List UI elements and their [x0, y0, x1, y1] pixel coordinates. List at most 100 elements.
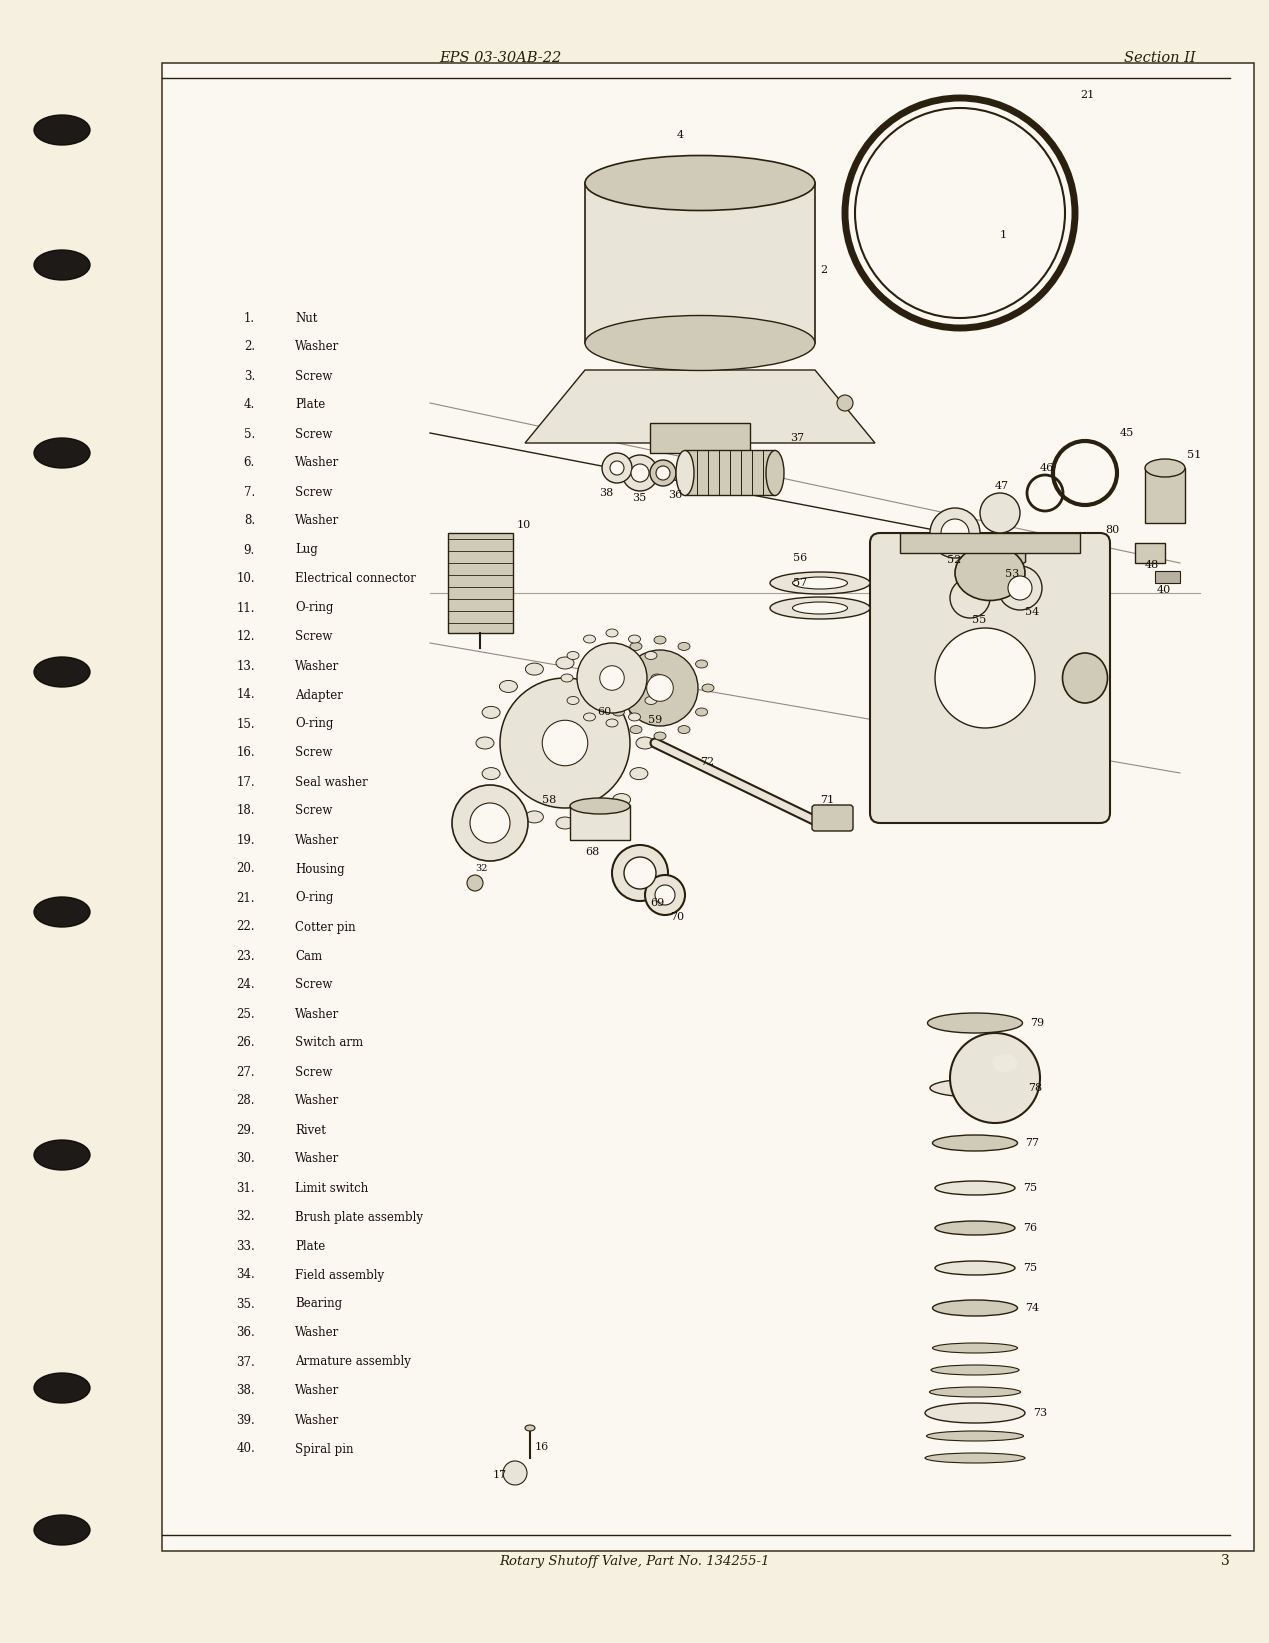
Text: 30.: 30. [236, 1152, 255, 1165]
Text: 47: 47 [995, 481, 1009, 491]
Text: Screw: Screw [294, 979, 332, 991]
Ellipse shape [525, 664, 543, 675]
Circle shape [950, 1033, 1041, 1124]
Text: 79: 79 [1030, 1019, 1044, 1029]
Text: 53: 53 [1005, 568, 1019, 578]
Text: Washer: Washer [294, 833, 339, 846]
Ellipse shape [34, 657, 90, 687]
Ellipse shape [992, 1055, 1018, 1071]
Text: 36.: 36. [236, 1326, 255, 1339]
Text: Washer: Washer [294, 340, 339, 353]
Ellipse shape [766, 450, 784, 496]
Ellipse shape [607, 683, 618, 692]
Text: 78: 78 [1028, 1083, 1042, 1093]
Text: 40.: 40. [236, 1443, 255, 1456]
Ellipse shape [482, 767, 500, 780]
Ellipse shape [570, 798, 629, 813]
Ellipse shape [34, 1374, 90, 1403]
Text: Washer: Washer [294, 1094, 339, 1107]
Circle shape [622, 455, 659, 491]
Bar [1155, 572, 1180, 583]
Bar [1134, 542, 1165, 564]
Ellipse shape [567, 652, 579, 659]
Text: Electrical connector: Electrical connector [294, 572, 416, 585]
Ellipse shape [500, 794, 518, 805]
Circle shape [542, 720, 588, 766]
Text: Armature assembly: Armature assembly [294, 1355, 411, 1369]
Bar [585, 182, 815, 343]
Bar [1145, 468, 1185, 522]
Text: 56: 56 [793, 554, 807, 564]
Ellipse shape [34, 1140, 90, 1170]
Circle shape [602, 453, 632, 483]
Circle shape [997, 565, 1042, 610]
Ellipse shape [482, 706, 500, 718]
Bar [448, 532, 513, 633]
Ellipse shape [678, 642, 690, 651]
Text: Cotter pin: Cotter pin [294, 920, 355, 933]
Text: 52: 52 [947, 555, 961, 565]
Text: 55: 55 [972, 614, 986, 624]
Ellipse shape [613, 708, 624, 716]
Text: 35: 35 [632, 493, 646, 503]
Text: 54: 54 [1025, 606, 1039, 618]
Text: 40: 40 [1157, 585, 1171, 595]
Text: 13.: 13. [236, 659, 255, 672]
Circle shape [980, 493, 1020, 532]
Text: 12.: 12. [236, 631, 255, 644]
Text: O-ring: O-ring [294, 601, 334, 614]
Text: Cam: Cam [294, 950, 322, 963]
Text: Field assembly: Field assembly [294, 1268, 385, 1282]
Text: 37.: 37. [236, 1355, 255, 1369]
Text: Screw: Screw [294, 370, 332, 383]
Text: 9.: 9. [244, 544, 255, 557]
Ellipse shape [584, 636, 595, 642]
Ellipse shape [34, 439, 90, 468]
Text: Washer: Washer [294, 1385, 339, 1398]
Circle shape [655, 886, 675, 905]
Text: 28.: 28. [236, 1094, 255, 1107]
Text: 72: 72 [700, 757, 714, 767]
Ellipse shape [935, 1260, 1015, 1275]
Ellipse shape [629, 767, 648, 780]
Text: Section II: Section II [1124, 51, 1195, 66]
Text: Screw: Screw [294, 746, 332, 759]
Text: 23.: 23. [236, 950, 255, 963]
Text: Washer: Washer [294, 457, 339, 470]
Text: 46: 46 [1041, 463, 1055, 473]
Ellipse shape [567, 697, 579, 705]
Ellipse shape [925, 1403, 1025, 1423]
Text: Brush plate assembly: Brush plate assembly [294, 1211, 423, 1224]
Text: Washer: Washer [294, 514, 339, 527]
Ellipse shape [793, 577, 848, 588]
Text: 36: 36 [667, 490, 683, 499]
Ellipse shape [584, 713, 595, 721]
Ellipse shape [930, 1079, 1020, 1098]
Ellipse shape [645, 697, 657, 705]
Circle shape [645, 876, 685, 915]
Ellipse shape [929, 1387, 1020, 1397]
Ellipse shape [770, 572, 871, 595]
Text: 57: 57 [793, 578, 807, 588]
Ellipse shape [933, 1342, 1018, 1352]
Circle shape [467, 876, 483, 891]
Text: 27.: 27. [236, 1066, 255, 1078]
Ellipse shape [613, 680, 631, 692]
Circle shape [656, 467, 670, 480]
Ellipse shape [925, 1452, 1025, 1462]
Bar [650, 422, 750, 453]
Bar [570, 805, 629, 840]
Ellipse shape [935, 1221, 1015, 1236]
Circle shape [650, 460, 676, 486]
Text: 35.: 35. [236, 1298, 255, 1311]
Ellipse shape [926, 1431, 1024, 1441]
Text: Washer: Washer [294, 1007, 339, 1020]
Ellipse shape [628, 636, 641, 642]
Text: 29.: 29. [236, 1124, 255, 1137]
Text: 75: 75 [1023, 1263, 1037, 1273]
Circle shape [503, 1461, 527, 1485]
Text: Screw: Screw [294, 485, 332, 498]
Ellipse shape [956, 545, 1025, 600]
Text: Limit switch: Limit switch [294, 1181, 368, 1194]
Text: 34.: 34. [236, 1268, 255, 1282]
